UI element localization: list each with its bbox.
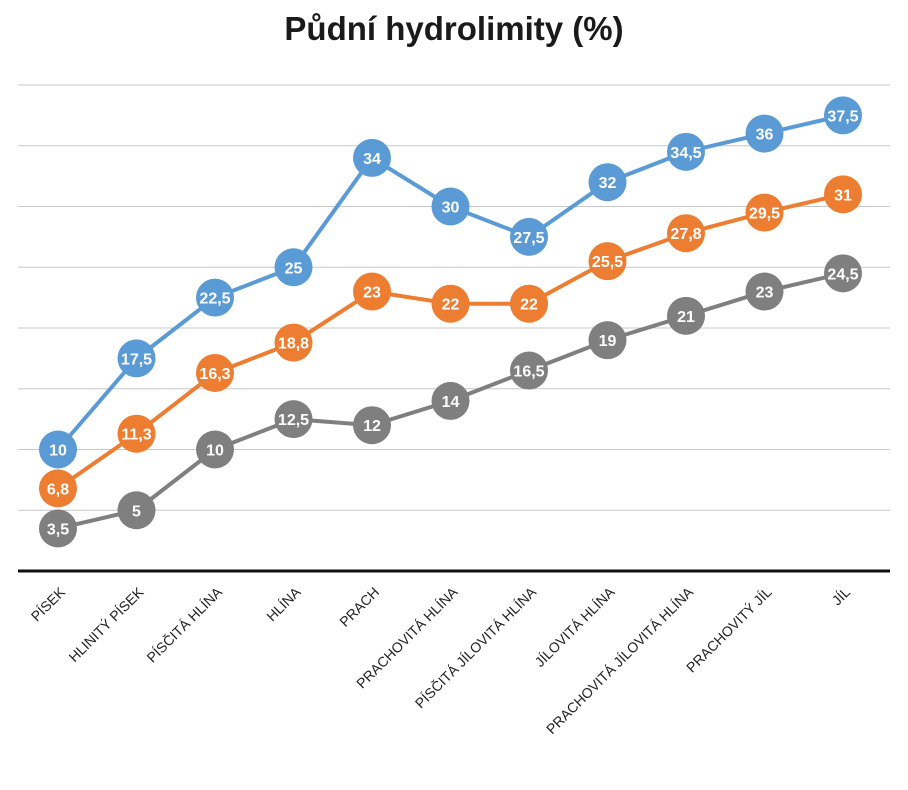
data-label: 27,8: [670, 226, 701, 243]
data-label: 17,5: [121, 351, 152, 368]
data-label: 5: [132, 503, 141, 520]
data-point-marker: [588, 242, 627, 281]
data-point-marker: [39, 509, 77, 548]
data-point-marker: [117, 339, 156, 378]
data-label: 14: [442, 394, 460, 411]
data-label: 11,3: [121, 427, 151, 444]
data-label: 31: [834, 187, 852, 204]
data-point-marker: [824, 175, 862, 214]
data-point-marker: [745, 193, 784, 232]
data-point-marker: [117, 414, 156, 453]
data-point-marker: [353, 272, 391, 311]
data-point-marker: [353, 138, 391, 177]
data-point-marker: [353, 406, 391, 445]
data-label: 30: [442, 200, 460, 217]
data-point-marker: [196, 278, 234, 317]
data-point-marker: [431, 381, 470, 420]
data-point-marker: [667, 214, 705, 253]
data-label: 10: [49, 443, 67, 460]
data-label: 36: [756, 127, 774, 144]
data-label: 32: [599, 175, 617, 192]
data-label: 37,5: [827, 108, 858, 125]
data-point-marker: [510, 284, 548, 323]
data-label: 12: [363, 418, 381, 435]
data-point-marker: [667, 132, 705, 171]
data-point-marker: [510, 351, 548, 390]
data-label: 22,5: [199, 291, 230, 308]
category-label: PÍSEK: [28, 583, 69, 624]
data-label: 25,5: [592, 254, 623, 271]
data-label: 29,5: [749, 206, 780, 223]
data-label: 24,5: [827, 266, 858, 283]
data-label: 21: [677, 309, 695, 326]
data-label: 23: [756, 285, 774, 302]
category-label: PRACHOVITÁ JÍLOVITÁ HLÍNA: [543, 583, 697, 737]
category-label: JÍLOVITÁ HLÍNA: [531, 583, 618, 670]
data-point-marker: [196, 353, 234, 392]
data-point-marker: [824, 96, 862, 135]
data-label: 18,8: [278, 336, 309, 353]
series-line-2: [56, 192, 844, 491]
data-point-marker: [431, 187, 470, 226]
data-point-marker: [274, 248, 313, 287]
data-points: 10 17,5 22,5 25 34 30 27,5 32 34,5 36 37,5 6,8 11,3 1…: [39, 96, 862, 548]
data-label: 22: [520, 297, 538, 314]
data-label: 34: [363, 151, 381, 168]
data-point-marker: [745, 272, 784, 311]
data-point-marker: [745, 114, 784, 153]
data-point-marker: [39, 430, 77, 469]
data-label: 3,5: [47, 521, 69, 538]
data-point-marker: [588, 163, 627, 202]
data-label: 19: [599, 333, 617, 350]
data-label: 6,8: [47, 481, 69, 498]
data-point-marker: [117, 491, 156, 530]
data-label: 10: [206, 443, 224, 460]
category-label: PRACH: [336, 584, 382, 630]
data-label: 23: [363, 285, 381, 302]
data-label: 16,3: [199, 366, 230, 383]
data-point-marker: [510, 217, 548, 256]
category-label: JÍL: [829, 584, 854, 609]
data-point-marker: [824, 254, 862, 293]
category-label: HLINITÝ PÍSEK: [65, 583, 147, 665]
data-label: 25: [285, 260, 303, 277]
data-label: 22: [442, 297, 460, 314]
category-label: HLÍNA: [263, 583, 304, 624]
category-label: PRACHOVITÝ JÍL: [683, 584, 775, 676]
data-label: 34,5: [670, 145, 701, 162]
category-label: PÍSČITÁ HLÍNA: [143, 583, 225, 665]
data-label: 16,5: [513, 364, 544, 381]
data-point-marker: [274, 400, 313, 439]
data-point-marker: [431, 284, 470, 323]
data-label: 27,5: [513, 230, 544, 247]
data-point-marker: [39, 469, 77, 508]
data-point-marker: [274, 323, 313, 362]
data-point-marker: [588, 321, 627, 360]
data-label: 12,5: [278, 412, 309, 429]
chart-title: Půdní hydrolimity (%): [284, 10, 624, 47]
data-point-marker: [196, 430, 234, 469]
data-point-marker: [667, 296, 705, 335]
